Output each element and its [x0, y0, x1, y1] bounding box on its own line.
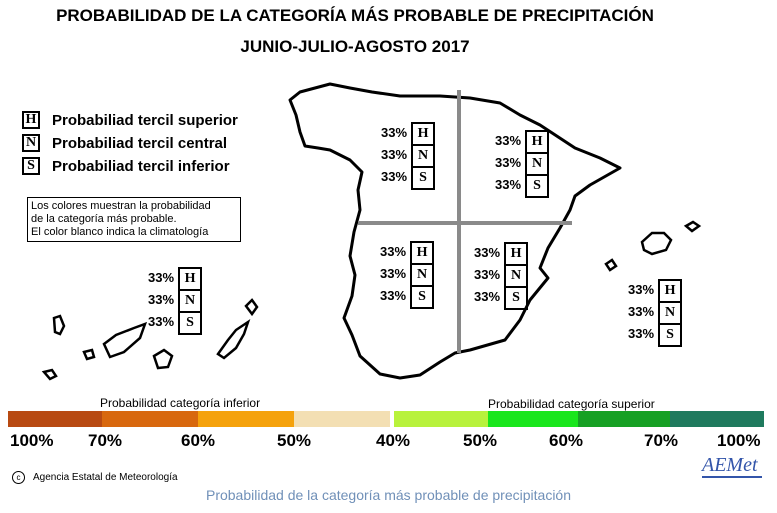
- category-lower: S: [419, 170, 427, 185]
- colorbar-segment-9: [670, 411, 764, 427]
- category-central: N: [180, 291, 201, 313]
- region-baleares: 33% 33% 33% H N S: [628, 279, 683, 347]
- aemet-logo-underline: [702, 476, 762, 478]
- category-lower: S: [512, 290, 520, 305]
- island-gran-canaria: [152, 348, 174, 370]
- legend-label-lower: Probabiliad tercil inferior: [52, 157, 230, 175]
- category-upper: H: [527, 132, 548, 154]
- colorbar-segment-2: [102, 411, 198, 427]
- category-lower: S: [533, 178, 541, 193]
- map-title: PROBABILIDAD DE LA CATEGORÍA MÁS PROBABL…: [56, 6, 654, 25]
- scale-label-upper: Probabilidad categoría superior: [488, 397, 655, 411]
- pct-central: 33%: [628, 304, 655, 319]
- scale-tick: 100%: [717, 431, 761, 450]
- category-central: N: [412, 265, 433, 287]
- legend-item-lower: S Probabiliad tercil inferior: [22, 157, 230, 175]
- legend-label-central: Probabiliad tercil central: [52, 134, 228, 152]
- scale-label-lower: Probabilidad categoría inferior: [100, 396, 261, 410]
- scale-tick: 70%: [644, 431, 679, 450]
- color-note-line-1: Los colores muestran la probabilidad: [31, 200, 211, 212]
- island-mallorca: [640, 231, 673, 256]
- scale-tick: 70%: [88, 431, 123, 450]
- category-central: N: [506, 266, 527, 288]
- map-subtitle: JUNIO-JULIO-AGOSTO 2017: [240, 37, 470, 56]
- colorbar-segment-6: [394, 411, 488, 427]
- pct-lower: 33%: [148, 314, 175, 329]
- colorbar-segment-5: [390, 411, 394, 427]
- island-el-hierro: [41, 368, 58, 381]
- pct-upper: 33%: [148, 270, 175, 285]
- island-fuerteventura: [216, 318, 251, 360]
- color-note-line-3: El color blanco indica la climatología: [31, 226, 209, 238]
- colorbar-segment-7: [488, 411, 578, 427]
- pct-central: 33%: [495, 155, 522, 170]
- pct-upper: 33%: [628, 282, 655, 297]
- island-la-palma: [52, 314, 66, 336]
- island-tenerife: [102, 321, 148, 359]
- island-menorca: [683, 220, 702, 233]
- pct-lower: 33%: [381, 169, 408, 184]
- scale-tick: 40%: [376, 431, 411, 450]
- credit-text: Agencia Estatal de Meteorología: [33, 472, 178, 483]
- color-note: Los colores muestran la probabilidad de …: [27, 197, 241, 242]
- pct-lower: 33%: [495, 177, 522, 192]
- credit: c Agencia Estatal de Meteorología: [12, 471, 178, 484]
- color-note-line-2: de la categoría más probable.: [31, 213, 177, 225]
- pct-lower: 33%: [380, 288, 407, 303]
- category-central: N: [413, 146, 434, 168]
- pct-upper: 33%: [474, 245, 501, 260]
- category-lower: S: [186, 315, 194, 330]
- legend-key-lower: S: [22, 157, 40, 175]
- copyright-icon: c: [12, 471, 25, 484]
- pct-upper: 33%: [495, 133, 522, 148]
- scale-tick: 60%: [181, 431, 216, 450]
- island-la-gomera: [82, 348, 96, 361]
- category-lower: S: [666, 327, 674, 342]
- pct-central: 33%: [474, 267, 501, 282]
- legend-key-central: N: [22, 134, 40, 152]
- island-lanzarote: [244, 298, 259, 317]
- colorbar-segment-3: [198, 411, 294, 427]
- pct-central: 33%: [381, 147, 408, 162]
- category-upper: H: [180, 269, 201, 291]
- region-north-west: 33% 33% 33% H N S: [381, 122, 436, 190]
- region-south-east: 33% 33% 33% H N S: [474, 242, 529, 310]
- legend-item-upper: H Probabiliad tercil superior: [22, 111, 238, 129]
- footer-caption: Probabilidad de la categoría más probabl…: [205, 487, 571, 503]
- pct-central: 33%: [380, 266, 407, 281]
- region-canarias: 33% 33% 33% H N S: [148, 267, 203, 335]
- legend-key-upper: H: [22, 111, 40, 129]
- colorbar-segment-4: [294, 411, 390, 427]
- category-lower: S: [418, 289, 426, 304]
- scale-tick: 100%: [10, 431, 54, 450]
- pct-lower: 33%: [474, 289, 501, 304]
- region-north-east: 33% 33% 33% H N S: [495, 130, 550, 198]
- colorbar-segment-8: [578, 411, 670, 427]
- category-central: N: [527, 154, 548, 176]
- peninsula-outline: [288, 82, 622, 380]
- category-upper: H: [413, 124, 434, 146]
- aemet-logo: AEMet: [702, 454, 758, 476]
- legend-item-central: N Probabiliad tercil central: [22, 134, 227, 152]
- category-central: N: [660, 303, 681, 325]
- category-upper: H: [506, 244, 527, 266]
- island-ibiza: [604, 258, 618, 272]
- legend-label-upper: Probabiliad tercil superior: [52, 111, 238, 129]
- region-south-west: 33% 33% 33% H N S: [380, 241, 435, 309]
- scale-tick: 50%: [463, 431, 498, 450]
- pct-upper: 33%: [380, 244, 407, 259]
- scale-tick: 60%: [549, 431, 584, 450]
- colorbar-segment-1: [8, 411, 102, 427]
- scale-tick: 50%: [277, 431, 312, 450]
- category-upper: H: [412, 243, 433, 265]
- category-upper: H: [660, 281, 681, 303]
- pct-upper: 33%: [381, 125, 408, 140]
- pct-lower: 33%: [628, 326, 655, 341]
- pct-central: 33%: [148, 292, 175, 307]
